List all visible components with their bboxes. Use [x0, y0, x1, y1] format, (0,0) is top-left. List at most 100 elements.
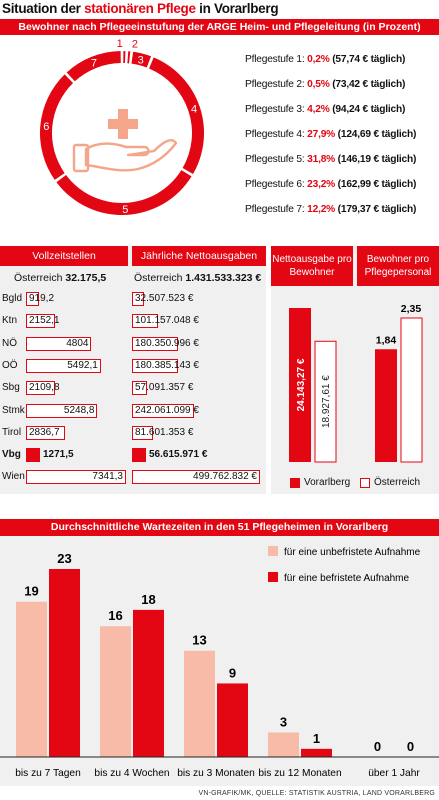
bar-label-oesterreich: 2,35: [401, 303, 422, 315]
value-label-befristet: 9: [229, 665, 236, 680]
section3-banner: Durchschnittliche Wartezeiten in den 51 …: [0, 519, 439, 536]
chart-residents-per-staff-header: Bewohner pro Pflegepersonal: [357, 246, 439, 286]
row-bar: [132, 425, 153, 440]
row-bar: [132, 403, 194, 418]
pie-slice-6: [40, 74, 74, 180]
row-bar: [132, 358, 179, 373]
bar-befristet: [217, 683, 248, 757]
table2: 32.507.523 € 101.157.048 € 180.350.996 € 18…: [132, 290, 266, 490]
row-label: Stmk: [2, 404, 25, 416]
value-label-unbefristet: 3: [280, 714, 287, 729]
pie-label-2: 2: [132, 38, 138, 50]
legend-swatch-unbefristet: [268, 546, 278, 556]
bar-befristet: [133, 609, 164, 757]
pie-label-4: 4: [191, 104, 197, 116]
table-row: Stmk 5248,8: [2, 402, 128, 420]
pie-legend-item: Pflegestufe 5: 31,8% (146,19 € täglich): [245, 154, 417, 165]
row-value: 4804: [66, 337, 89, 349]
chart-net-per-resident-header: Nettoausgabe pro Bewohner: [271, 246, 353, 286]
bar-unbefristet: [184, 650, 215, 757]
pie-legend-item: Pflegestufe 3: 4,2% (94,24 € täglich): [245, 104, 406, 115]
pie-label-7: 7: [91, 57, 97, 69]
category-label: bis zu 12 Monaten: [258, 768, 341, 779]
pie-legend-item: Pflegestufe 4: 27,9% (124,69 € täglich): [245, 129, 417, 140]
row-bar: [26, 358, 101, 373]
row-bar: [26, 448, 40, 463]
pie-legend-item: Pflegestufe 2: 0,5% (73,42 € täglich): [245, 79, 406, 90]
bar-vorarlberg: [289, 308, 311, 462]
bar-unbefristet: [268, 732, 299, 757]
pie-slice-4: [149, 57, 204, 174]
table-row: OÖ 5492,1: [2, 357, 128, 375]
bar-label-vorarlberg: 24.143,27 €: [296, 358, 307, 411]
bar-label-vorarlberg: 1,84: [376, 334, 397, 346]
table-row: 101.157.048 €: [132, 312, 266, 330]
row-bar: [132, 381, 147, 396]
category-label: über 1 Jahr: [368, 768, 420, 779]
table1-header: Vollzeitstellen: [0, 246, 128, 266]
row-bar: [26, 381, 55, 396]
bar-vorarlberg: [375, 349, 397, 462]
legend-label-unbefristet: für eine unbefristete Aufnahme: [284, 547, 421, 558]
chart-residents-per-staff: 1,84 2,35: [375, 303, 423, 463]
table-row: 32.507.523 €: [132, 290, 266, 308]
row-label: Vbg: [2, 449, 21, 461]
row-value: 32.507.523 €: [135, 293, 194, 304]
pie-slice-1: [123, 51, 126, 64]
bar-label-oesterreich: 18.927,61 €: [321, 375, 332, 428]
row-value: 2109,8: [29, 382, 60, 394]
bar-oesterreich: [314, 340, 337, 463]
pie-chart: 1 23 4 5 6 7: [40, 38, 204, 216]
table-row: 242.061.099 €: [132, 402, 266, 420]
table-row: 180.385.143 €: [132, 357, 266, 375]
category-label: bis zu 7 Tagen: [15, 768, 81, 779]
table-row: 81.601.353 €: [132, 424, 266, 442]
pie-legend-item: Pflegestufe 6: 23,2% (162,99 € täglich): [245, 179, 417, 190]
pie-slice-7: [66, 51, 121, 82]
row-bar: [132, 292, 144, 306]
bar-oesterreich: [400, 317, 423, 463]
row-value: 1271,5: [43, 449, 74, 461]
table-row: 56.615.971 €: [132, 446, 266, 464]
row-value: 101.157.048 €: [135, 315, 199, 327]
category-label: bis zu 3 Monaten: [177, 768, 255, 779]
row-label: Wien: [2, 471, 25, 483]
section1-banner: Bewohner nach Pflegeeinstufung der ARGE …: [0, 19, 439, 35]
legend-at-label: Österreich: [374, 477, 421, 488]
row-value: 5248,8: [63, 404, 95, 416]
table-row: 57.091.357 €: [132, 379, 266, 397]
table-row: Ktn 2152,1: [2, 312, 128, 330]
value-label-befristet: 18: [141, 592, 155, 607]
bar-befristet: [301, 748, 332, 757]
value-label-unbefristet: 0: [374, 739, 381, 754]
table-row: Bgld 919,2: [2, 290, 128, 308]
value-label-unbefristet: 16: [108, 608, 122, 623]
pie-label-6: 6: [43, 121, 49, 133]
row-value: 57.091.357 €: [135, 382, 194, 394]
row-bar: [132, 448, 146, 463]
table-row: 499.762.832 €: [132, 468, 266, 486]
pie-label-1: 1: [117, 38, 123, 50]
table1-total: Österreich 32.175,5: [14, 272, 107, 284]
row-bar: [26, 470, 126, 485]
row-value: 56.615.971 €: [149, 449, 208, 461]
category-label: bis zu 4 Wochen: [94, 768, 169, 779]
pie-slice-5: [56, 170, 192, 215]
row-bar: [26, 336, 92, 351]
row-label: Bgld: [2, 293, 23, 304]
table-row: Tirol 2836,7: [2, 424, 128, 442]
chart-net-per-resident: 24.143,27 € 18.927,61 €: [289, 308, 337, 463]
table-row: Vbg 1271,5: [2, 446, 128, 464]
table2-header: Jährliche Nettoausgaben: [132, 246, 266, 266]
row-value: 499.762.832 €: [193, 471, 257, 483]
row-value: 7341,3: [92, 471, 123, 483]
legend-vbg-swatch: [290, 478, 300, 488]
bar-unbefristet: [100, 626, 131, 757]
row-bar: [132, 470, 260, 485]
legend-swatch-befristet: [268, 572, 278, 582]
legend-label-befristet: für eine befristete Aufnahme: [284, 573, 410, 584]
row-label: OÖ: [2, 359, 18, 371]
legend-at-swatch: [360, 478, 370, 488]
row-value: 2152,1: [29, 315, 60, 327]
